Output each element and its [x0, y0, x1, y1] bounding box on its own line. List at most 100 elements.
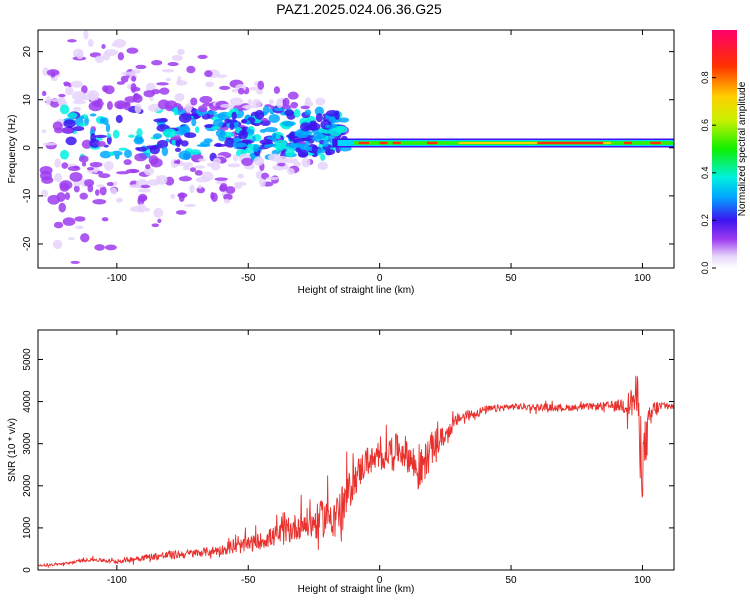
spectrogram-blob	[184, 203, 196, 208]
spectrogram-blob	[79, 192, 88, 200]
spectrogram-blob	[65, 86, 74, 96]
spectrogram-blob	[253, 156, 265, 166]
spectrogram-blob	[153, 207, 164, 218]
spectrogram-blob	[195, 126, 200, 133]
spectrogram-blob	[60, 149, 69, 160]
spectrogram-blob	[59, 180, 73, 190]
spectrogram-blob	[231, 111, 237, 120]
spectrogram-blob	[190, 97, 198, 106]
spectrogram-blob	[269, 105, 275, 109]
spectrogram-blob	[99, 186, 107, 196]
spectrogram-blob	[206, 162, 215, 167]
band-peak	[358, 141, 370, 145]
spectrogram-blob	[72, 106, 82, 112]
spectrogram-blob	[176, 75, 182, 86]
spectrogram-blob	[54, 173, 63, 183]
spectrogram-x-label: Height of straight line (km)	[298, 285, 415, 296]
spectrogram-blob	[121, 71, 135, 76]
spectrogram-blob	[124, 149, 132, 158]
colorbar-label: Normalized spectral amplitude	[737, 81, 748, 216]
spectrogram-blob	[41, 129, 47, 134]
y-tick-label: 0	[22, 567, 33, 573]
spectrogram-blob	[126, 47, 139, 54]
spectrogram-blob	[112, 129, 120, 139]
spectrogram-blob	[237, 173, 245, 179]
spectrogram-blob	[151, 60, 163, 66]
spectrogram-blob	[264, 144, 269, 149]
spectrogram-blob	[277, 162, 287, 167]
spectrogram-blob	[134, 153, 147, 162]
spectrogram-blob	[86, 90, 100, 100]
spectrogram-blob	[46, 69, 60, 77]
snr-y-axis: 0 1000 2000 3000 4000 5000	[22, 348, 674, 573]
colorbar-tick-label: 0.6	[700, 119, 710, 132]
spectrogram-blob	[232, 154, 239, 162]
spectrogram-blob	[281, 120, 296, 127]
x-tick-label: 100	[634, 575, 651, 586]
spectrogram-blob	[101, 43, 106, 50]
spectrogram-blob	[177, 105, 184, 111]
spectrogram-blob	[223, 198, 231, 204]
spectrogram-blob	[41, 90, 47, 97]
spectrogram-blob	[178, 113, 192, 123]
spectrogram-blob	[52, 239, 63, 250]
spectrogram-blob	[276, 98, 284, 109]
spectrogram-blob	[287, 91, 299, 100]
spectrogram-blob	[198, 105, 208, 113]
snr-x-axis: -100 -50 0 50 100	[107, 330, 651, 586]
spectrogram-blob	[156, 139, 169, 149]
spectrogram-blob	[298, 130, 313, 135]
spectrogram-blob	[129, 169, 140, 173]
spectrogram-blob	[115, 114, 123, 124]
snr-x-label: Height of straight line (km)	[298, 584, 415, 595]
spectrogram-blob	[171, 54, 183, 62]
spectrogram-blob	[260, 119, 271, 127]
spectrogram-blob	[248, 86, 261, 91]
spectrogram-blob	[135, 64, 147, 70]
spectrogram-blob	[64, 192, 71, 200]
spectrogram-blob	[240, 119, 248, 124]
spectrogram-blob	[106, 135, 112, 145]
spectrogram-blob	[206, 110, 218, 115]
spectrogram-frame	[37, 29, 675, 269]
spectrogram-blob	[197, 158, 207, 162]
spectrogram-blob	[171, 139, 176, 146]
spectrogram-blob	[225, 186, 236, 194]
spectrogram-blob	[304, 97, 312, 105]
spectrogram-blob	[174, 93, 185, 102]
spectrogram-blob	[63, 81, 70, 86]
spectrogram-blob	[89, 113, 97, 117]
spectrogram-blob	[65, 136, 77, 146]
spectrogram-blob	[197, 185, 203, 189]
spectrogram-blob	[130, 83, 137, 94]
spectrogram-blob	[138, 188, 152, 193]
spectrogram-blob	[105, 123, 111, 133]
spectrogram-blob	[293, 109, 301, 118]
y-tick-label: -20	[22, 236, 33, 251]
spectrogram-blob	[268, 99, 274, 105]
spectrogram-blob	[196, 186, 206, 194]
spectrogram-blob	[300, 105, 310, 110]
spectrogram-blob	[113, 181, 118, 187]
spectrogram-blob	[290, 101, 299, 109]
spectrogram-blob	[69, 171, 83, 182]
spectrogram-blob	[300, 122, 312, 132]
spectrogram-blob	[103, 160, 114, 171]
spectrogram-blob	[39, 165, 53, 175]
spectrogram-blob	[227, 163, 241, 168]
spectrogram-blob	[214, 177, 228, 181]
spectrogram-blob	[47, 194, 61, 205]
snr-background	[38, 330, 674, 570]
spectrogram-blob	[59, 104, 70, 115]
spectrogram-blob	[180, 140, 189, 147]
spectrogram-blob	[106, 101, 113, 110]
spectrogram-blob	[328, 116, 337, 124]
colorbar-ticks: 0.0 0.2 0.4 0.6 0.8	[700, 71, 716, 274]
spectrogram-blob	[324, 124, 331, 129]
spectrogram-blob	[70, 260, 80, 264]
spectrogram-blob	[189, 167, 197, 173]
spectrogram-blob	[304, 109, 312, 116]
spectrogram-blob	[94, 55, 105, 63]
spectrogram-blob	[144, 207, 150, 212]
